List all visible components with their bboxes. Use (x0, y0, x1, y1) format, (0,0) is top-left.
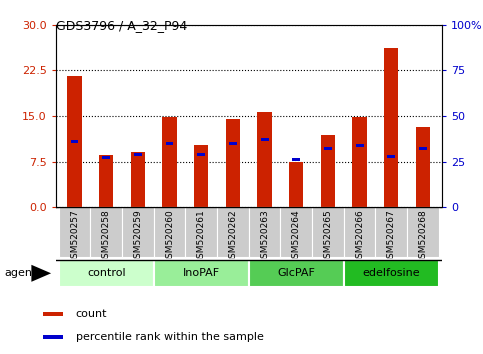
Bar (249, 260, 344, 287)
Bar (407, 207, 439, 257)
Bar (68, 76, 82, 207)
Bar (134, 153, 142, 156)
Bar (59, 207, 90, 257)
Bar (194, 145, 208, 207)
Text: agent: agent (5, 268, 37, 278)
Bar (289, 161, 303, 207)
Bar (257, 112, 272, 207)
Bar (344, 207, 375, 257)
Bar (416, 127, 430, 207)
Bar (185, 207, 217, 257)
Bar (249, 207, 281, 257)
Text: edelfosine: edelfosine (362, 268, 420, 279)
Bar (102, 156, 110, 159)
Bar (312, 207, 344, 257)
Bar (59, 260, 154, 287)
Bar (321, 135, 335, 207)
Text: GSM520268: GSM520268 (418, 210, 427, 264)
Bar (162, 117, 177, 207)
Bar (387, 155, 395, 158)
Bar (324, 147, 332, 150)
Bar (131, 153, 145, 207)
Text: GSM520266: GSM520266 (355, 210, 364, 264)
Bar (122, 207, 154, 257)
Text: GlcPAF: GlcPAF (277, 268, 315, 279)
Bar (198, 153, 205, 156)
Text: GSM520262: GSM520262 (228, 210, 238, 264)
Bar (90, 207, 122, 257)
Text: control: control (87, 268, 126, 279)
Bar (229, 142, 237, 145)
Text: GSM520257: GSM520257 (70, 210, 79, 264)
Text: GDS3796 / A_32_P94: GDS3796 / A_32_P94 (56, 19, 187, 33)
Bar (43, 335, 63, 339)
Text: GSM520267: GSM520267 (387, 210, 396, 264)
Text: GSM520261: GSM520261 (197, 210, 206, 264)
Bar (375, 207, 407, 257)
Bar (43, 312, 63, 316)
Bar (261, 138, 269, 141)
Bar (71, 140, 78, 143)
Text: GSM520265: GSM520265 (324, 210, 332, 264)
Text: GSM520259: GSM520259 (133, 210, 142, 264)
Bar (154, 207, 185, 257)
Text: GSM520263: GSM520263 (260, 210, 269, 264)
Text: GSM520264: GSM520264 (292, 210, 301, 264)
Bar (344, 260, 439, 287)
Text: GSM520260: GSM520260 (165, 210, 174, 264)
Bar (166, 142, 173, 145)
Bar (154, 260, 249, 287)
Bar (384, 48, 398, 207)
Bar (226, 119, 240, 207)
Text: InoPAF: InoPAF (183, 268, 220, 279)
Bar (419, 147, 427, 150)
Bar (292, 158, 300, 161)
Bar (99, 155, 114, 207)
Bar (355, 144, 364, 147)
Text: GSM520258: GSM520258 (102, 210, 111, 264)
Text: count: count (75, 309, 107, 319)
Text: percentile rank within the sample: percentile rank within the sample (75, 332, 263, 342)
Polygon shape (31, 265, 51, 282)
Bar (353, 117, 367, 207)
Bar (217, 207, 249, 257)
Bar (281, 207, 312, 257)
